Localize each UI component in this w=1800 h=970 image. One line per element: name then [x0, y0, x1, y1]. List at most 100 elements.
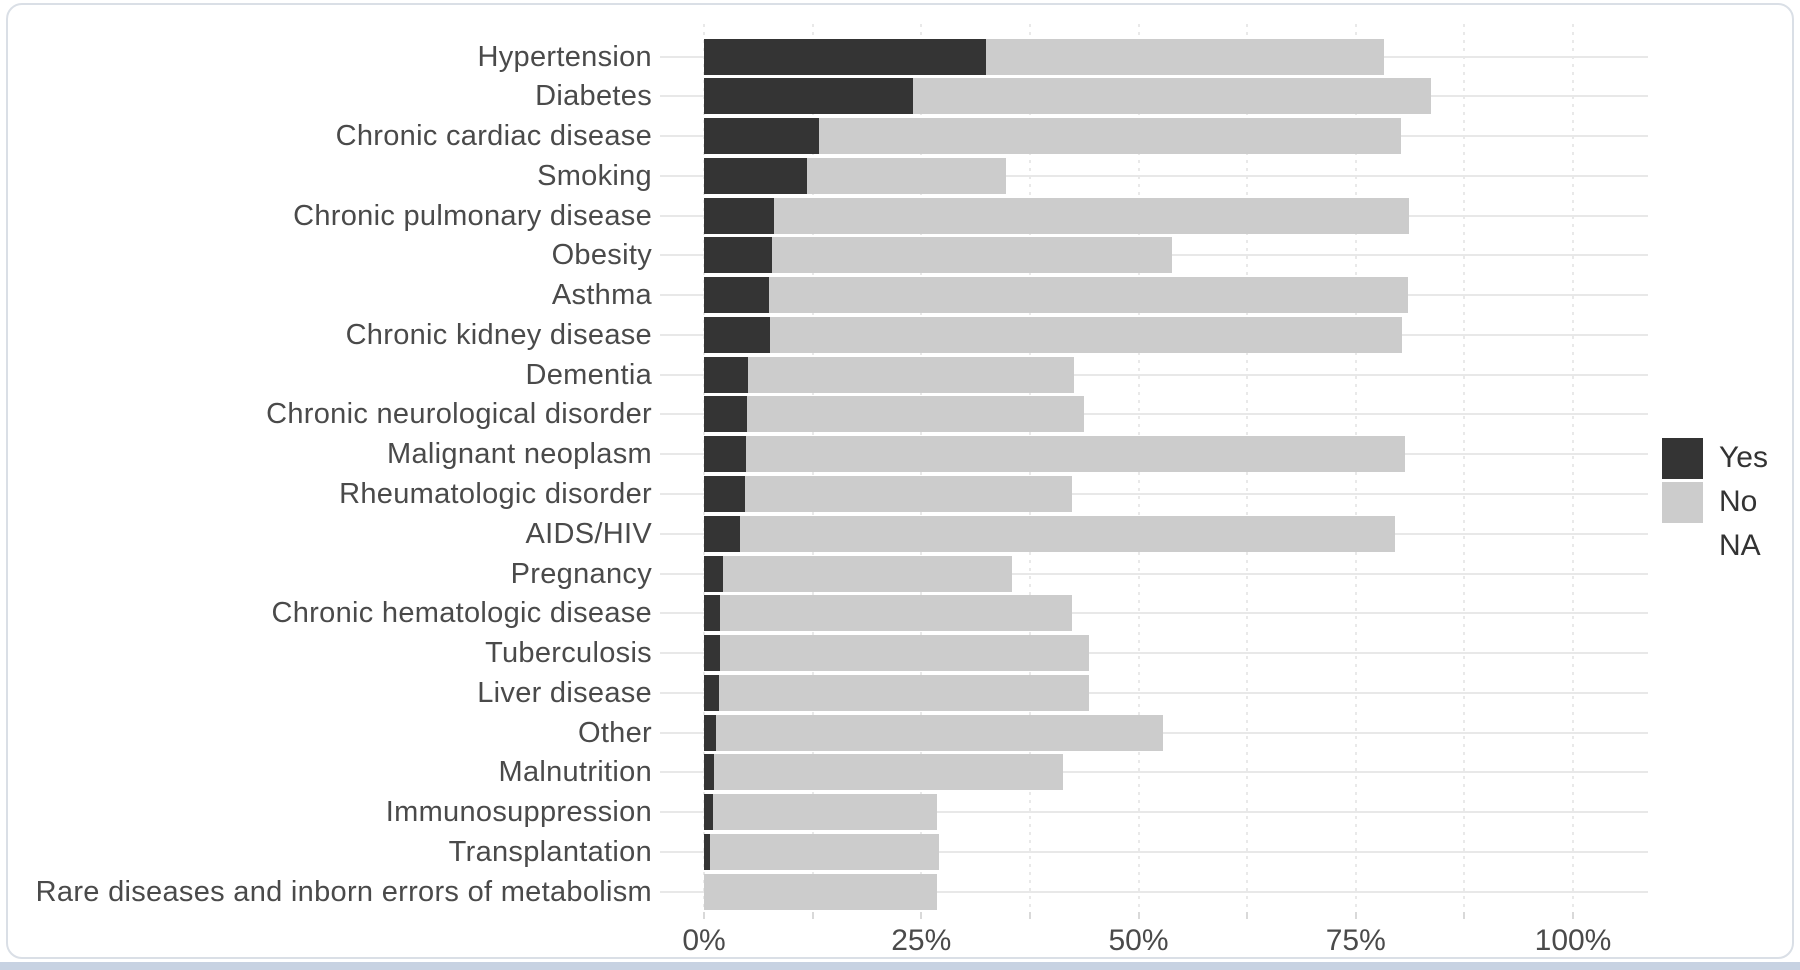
x-axis-tick	[1028, 912, 1031, 919]
bar-segment-no	[745, 436, 1406, 473]
bar-segment-no	[719, 635, 1089, 672]
category-label: Rare diseases and inborn errors of metab…	[35, 875, 652, 908]
legend-label-yes: Yes	[1719, 441, 1768, 474]
category-label: Malnutrition	[498, 756, 652, 789]
bar-segment-no	[718, 674, 1089, 711]
legend-swatch-no	[1662, 481, 1703, 523]
bar-segment-no	[986, 38, 1384, 75]
bar-segment-no	[740, 515, 1395, 552]
bar-segment-yes	[704, 197, 774, 234]
bar-segment-yes	[704, 316, 771, 353]
bar-segment-no	[806, 157, 1006, 194]
bar-segment-yes	[704, 436, 746, 473]
x-axis-tick	[1246, 912, 1249, 919]
category-label: Tuberculosis	[485, 637, 652, 670]
vertical-gridline	[1463, 24, 1466, 912]
bar-segment-no	[712, 794, 937, 831]
category-gridline	[660, 492, 1648, 495]
category-label: Other	[577, 716, 652, 749]
bar-segment-yes	[704, 277, 770, 314]
bar-segment-no	[716, 714, 1163, 751]
category-gridline	[660, 413, 1648, 416]
bar-segment-yes	[704, 833, 711, 870]
x-axis-tick-label: 25%	[891, 924, 952, 957]
page-bottom-strip	[0, 962, 1800, 970]
bar-segment-no	[912, 78, 1432, 115]
category-label: Diabetes	[535, 80, 652, 113]
x-axis-tick	[920, 912, 923, 919]
legend-item-na: NA	[1662, 525, 1761, 567]
bar-segment-yes	[704, 475, 745, 512]
category-gridline	[660, 691, 1648, 694]
bar-segment-no	[771, 237, 1172, 274]
bar-segment-no	[770, 316, 1402, 353]
category-label: Chronic cardiac disease	[335, 120, 652, 153]
bar-segment-no	[818, 118, 1401, 155]
bar-segment-no	[723, 555, 1013, 592]
x-axis-tick-label: 50%	[1108, 924, 1169, 957]
bar-segment-no	[746, 396, 1084, 433]
category-gridline	[660, 652, 1648, 655]
legend-label-na: NA	[1719, 529, 1761, 562]
bar-segment-no	[769, 277, 1408, 314]
legend-item-yes: Yes	[1662, 437, 1768, 479]
bar-segment-no	[714, 754, 1063, 791]
bar-segment-yes	[704, 78, 913, 115]
category-label: AIDS/HIV	[525, 517, 652, 550]
category-label: Chronic neurological disorder	[266, 398, 652, 431]
x-axis-tick	[1572, 912, 1574, 919]
x-axis-tick	[1137, 912, 1140, 919]
category-label: Pregnancy	[510, 557, 652, 590]
bar-segment-yes	[704, 396, 747, 433]
category-label: Chronic pulmonary disease	[293, 199, 652, 232]
bar-segment-yes	[704, 157, 807, 194]
category-gridline	[660, 771, 1648, 774]
x-axis-tick	[1463, 912, 1466, 919]
bar-segment-no	[744, 475, 1073, 512]
bar-segment-yes	[704, 714, 717, 751]
category-label: Chronic hematologic disease	[271, 597, 652, 630]
category-label: Immunosuppression	[385, 796, 652, 829]
bar-segment-yes	[704, 794, 713, 831]
bar-segment-yes	[704, 515, 741, 552]
bar-segment-yes	[704, 118, 819, 155]
category-gridline	[660, 612, 1648, 615]
category-label: Liver disease	[477, 676, 652, 709]
legend-item-no: No	[1662, 481, 1757, 523]
category-label: Asthma	[551, 279, 652, 312]
bar-segment-yes	[704, 356, 749, 393]
category-gridline	[660, 890, 1648, 893]
vertical-gridline	[1572, 24, 1574, 912]
bar-segment-no	[719, 595, 1073, 632]
category-label: Hypertension	[477, 40, 652, 73]
category-label: Rheumatologic disorder	[339, 477, 652, 510]
x-axis-tick	[811, 912, 814, 919]
category-label: Malignant neoplasm	[387, 438, 652, 471]
legend-swatch-na	[1662, 526, 1703, 567]
category-label: Obesity	[551, 239, 652, 272]
x-axis-tick-label: 100%	[1534, 924, 1612, 957]
bar-segment-yes	[704, 754, 715, 791]
x-axis-tick	[1354, 912, 1357, 919]
bar-segment-no	[704, 873, 937, 910]
category-gridline	[660, 174, 1648, 177]
category-label: Smoking	[537, 159, 652, 192]
bar-segment-yes	[704, 237, 772, 274]
x-axis-tick	[703, 912, 705, 919]
category-gridline	[660, 811, 1648, 814]
bar-segment-no	[773, 197, 1409, 234]
bar-segment-no	[710, 833, 940, 870]
bar-segment-yes	[704, 635, 720, 672]
bar-segment-no	[748, 356, 1075, 393]
category-gridline	[660, 572, 1648, 575]
legend-label-no: No	[1719, 485, 1758, 518]
category-gridline	[660, 373, 1648, 376]
bar-segment-yes	[704, 555, 724, 592]
category-gridline	[660, 850, 1648, 853]
legend-swatch-yes	[1662, 437, 1703, 479]
category-label: Chronic kidney disease	[345, 318, 652, 351]
bar-segment-yes	[704, 38, 987, 75]
bar-segment-yes	[704, 595, 720, 632]
